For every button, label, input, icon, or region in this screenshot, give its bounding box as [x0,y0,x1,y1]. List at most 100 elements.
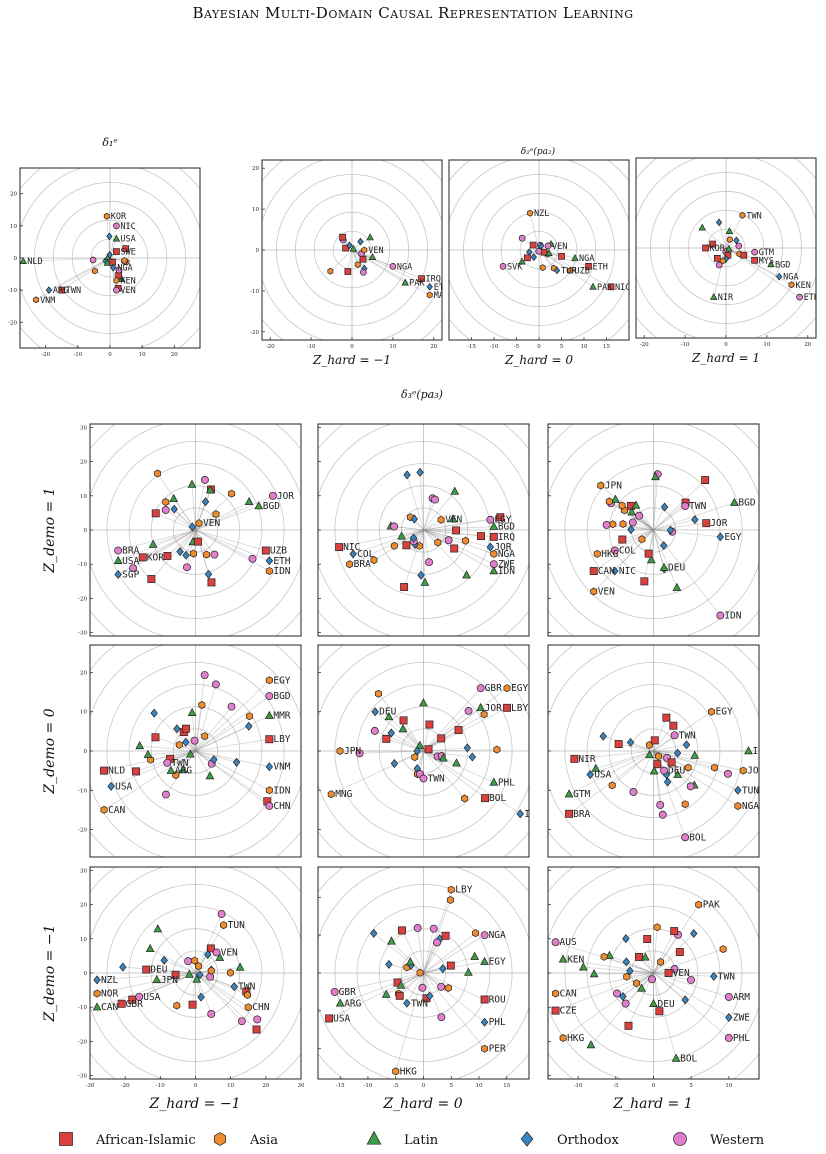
data-point [640,577,649,586]
spoke-line [373,529,424,561]
point-col [349,549,357,559]
data-point [646,555,656,564]
point-ven [437,515,445,524]
spoke-line [330,249,353,272]
data-point [194,537,202,546]
country-label: LBY [273,734,290,745]
column-label: Z_hard = 0 [382,1096,462,1112]
country-label: SVK [507,262,523,272]
country-label: JOR [710,518,727,529]
y-tick-label: -20 [78,828,87,834]
spoke-line [423,529,495,572]
data-point [206,944,215,953]
data-point [719,945,727,954]
country-label: TWN [718,971,735,982]
point-twn [163,758,172,767]
spoke-line [195,972,257,1030]
spoke-line [195,750,270,807]
data-point [424,745,433,754]
legend: African-Islamic Asia Latin Orthodox Western [59,1130,765,1148]
data-point [626,966,634,976]
country-label: BGD [498,522,515,533]
data-point [605,950,614,959]
point-usa [586,770,594,780]
country-label: DEU [668,563,685,574]
data-point [183,563,191,572]
y-tick-label: -20 [78,1039,87,1045]
data-point [686,782,695,791]
spoke-line [653,972,677,1059]
spoke-line [153,712,196,752]
country-label: SWE [120,248,135,258]
country-label: NOR [101,989,118,1000]
data-point [191,956,199,965]
data-point [402,541,411,550]
data-point [186,749,195,758]
point-eth [426,282,433,291]
x-tick-label: -15 [467,344,476,350]
y-tick-label: -10 [8,288,17,294]
spoke-line [195,529,266,551]
data-point [244,496,254,506]
point-nld [100,766,109,775]
spoke-line [195,715,250,752]
spoke-line [423,529,426,583]
country-label: GBR [485,683,502,694]
data-point [200,475,209,484]
spoke-line [423,972,485,1000]
spoke-line [132,529,196,569]
data-point [545,249,553,257]
data-point [715,218,723,227]
spoke-line [195,738,270,752]
spoke-line [583,966,654,974]
spoke-line [653,972,686,1001]
data-point [415,740,425,749]
data-point [619,519,627,529]
point-nga [734,801,742,811]
y-tick-label: 10 [80,494,87,500]
country-label: USA [120,235,135,245]
data-point [397,926,406,935]
y-tick-label: 10 [252,207,259,213]
country-label: ZWE [733,1012,750,1023]
spoke-line [191,484,196,531]
x-tick-label: 30 [298,1083,305,1089]
spoke-line [153,529,196,545]
spoke-line [614,529,654,551]
country-label: USA [143,992,160,1003]
country-label: NIC [343,542,360,553]
point-eth [265,556,274,566]
spoke-line [423,529,430,563]
point-gbr [330,987,339,996]
data-point [437,1013,446,1022]
country-label: NGA [742,801,759,812]
point-irq [744,746,753,755]
data-point [698,223,706,231]
data-point [653,923,661,932]
data-point [444,983,452,993]
point-zwe [725,1012,733,1022]
data-point [184,969,194,978]
spoke-line [419,472,424,531]
country-label: ETH [593,262,608,272]
data-point [649,766,659,775]
plot-area: EGY BGD MMR LBY VNM IDN CHN ARG NLD USA CAN TWN [90,645,301,857]
spoke-line [423,889,452,974]
point-kor [702,244,709,252]
country-label: TUN [228,920,245,931]
legend-item: Orthodox [520,1131,619,1148]
data-point [410,514,419,524]
country-label: NIR [578,754,595,765]
country-label: TWN [746,211,761,221]
point-irq [489,532,498,541]
point-svk [499,263,507,270]
y-tick-label: -10 [78,562,87,568]
spoke-line [423,750,486,799]
data-point [205,485,215,494]
country-label: IDN [498,566,515,577]
country-label: BRA [122,546,139,557]
spoke-line [117,529,196,562]
y-tick-label: 20 [10,192,17,198]
